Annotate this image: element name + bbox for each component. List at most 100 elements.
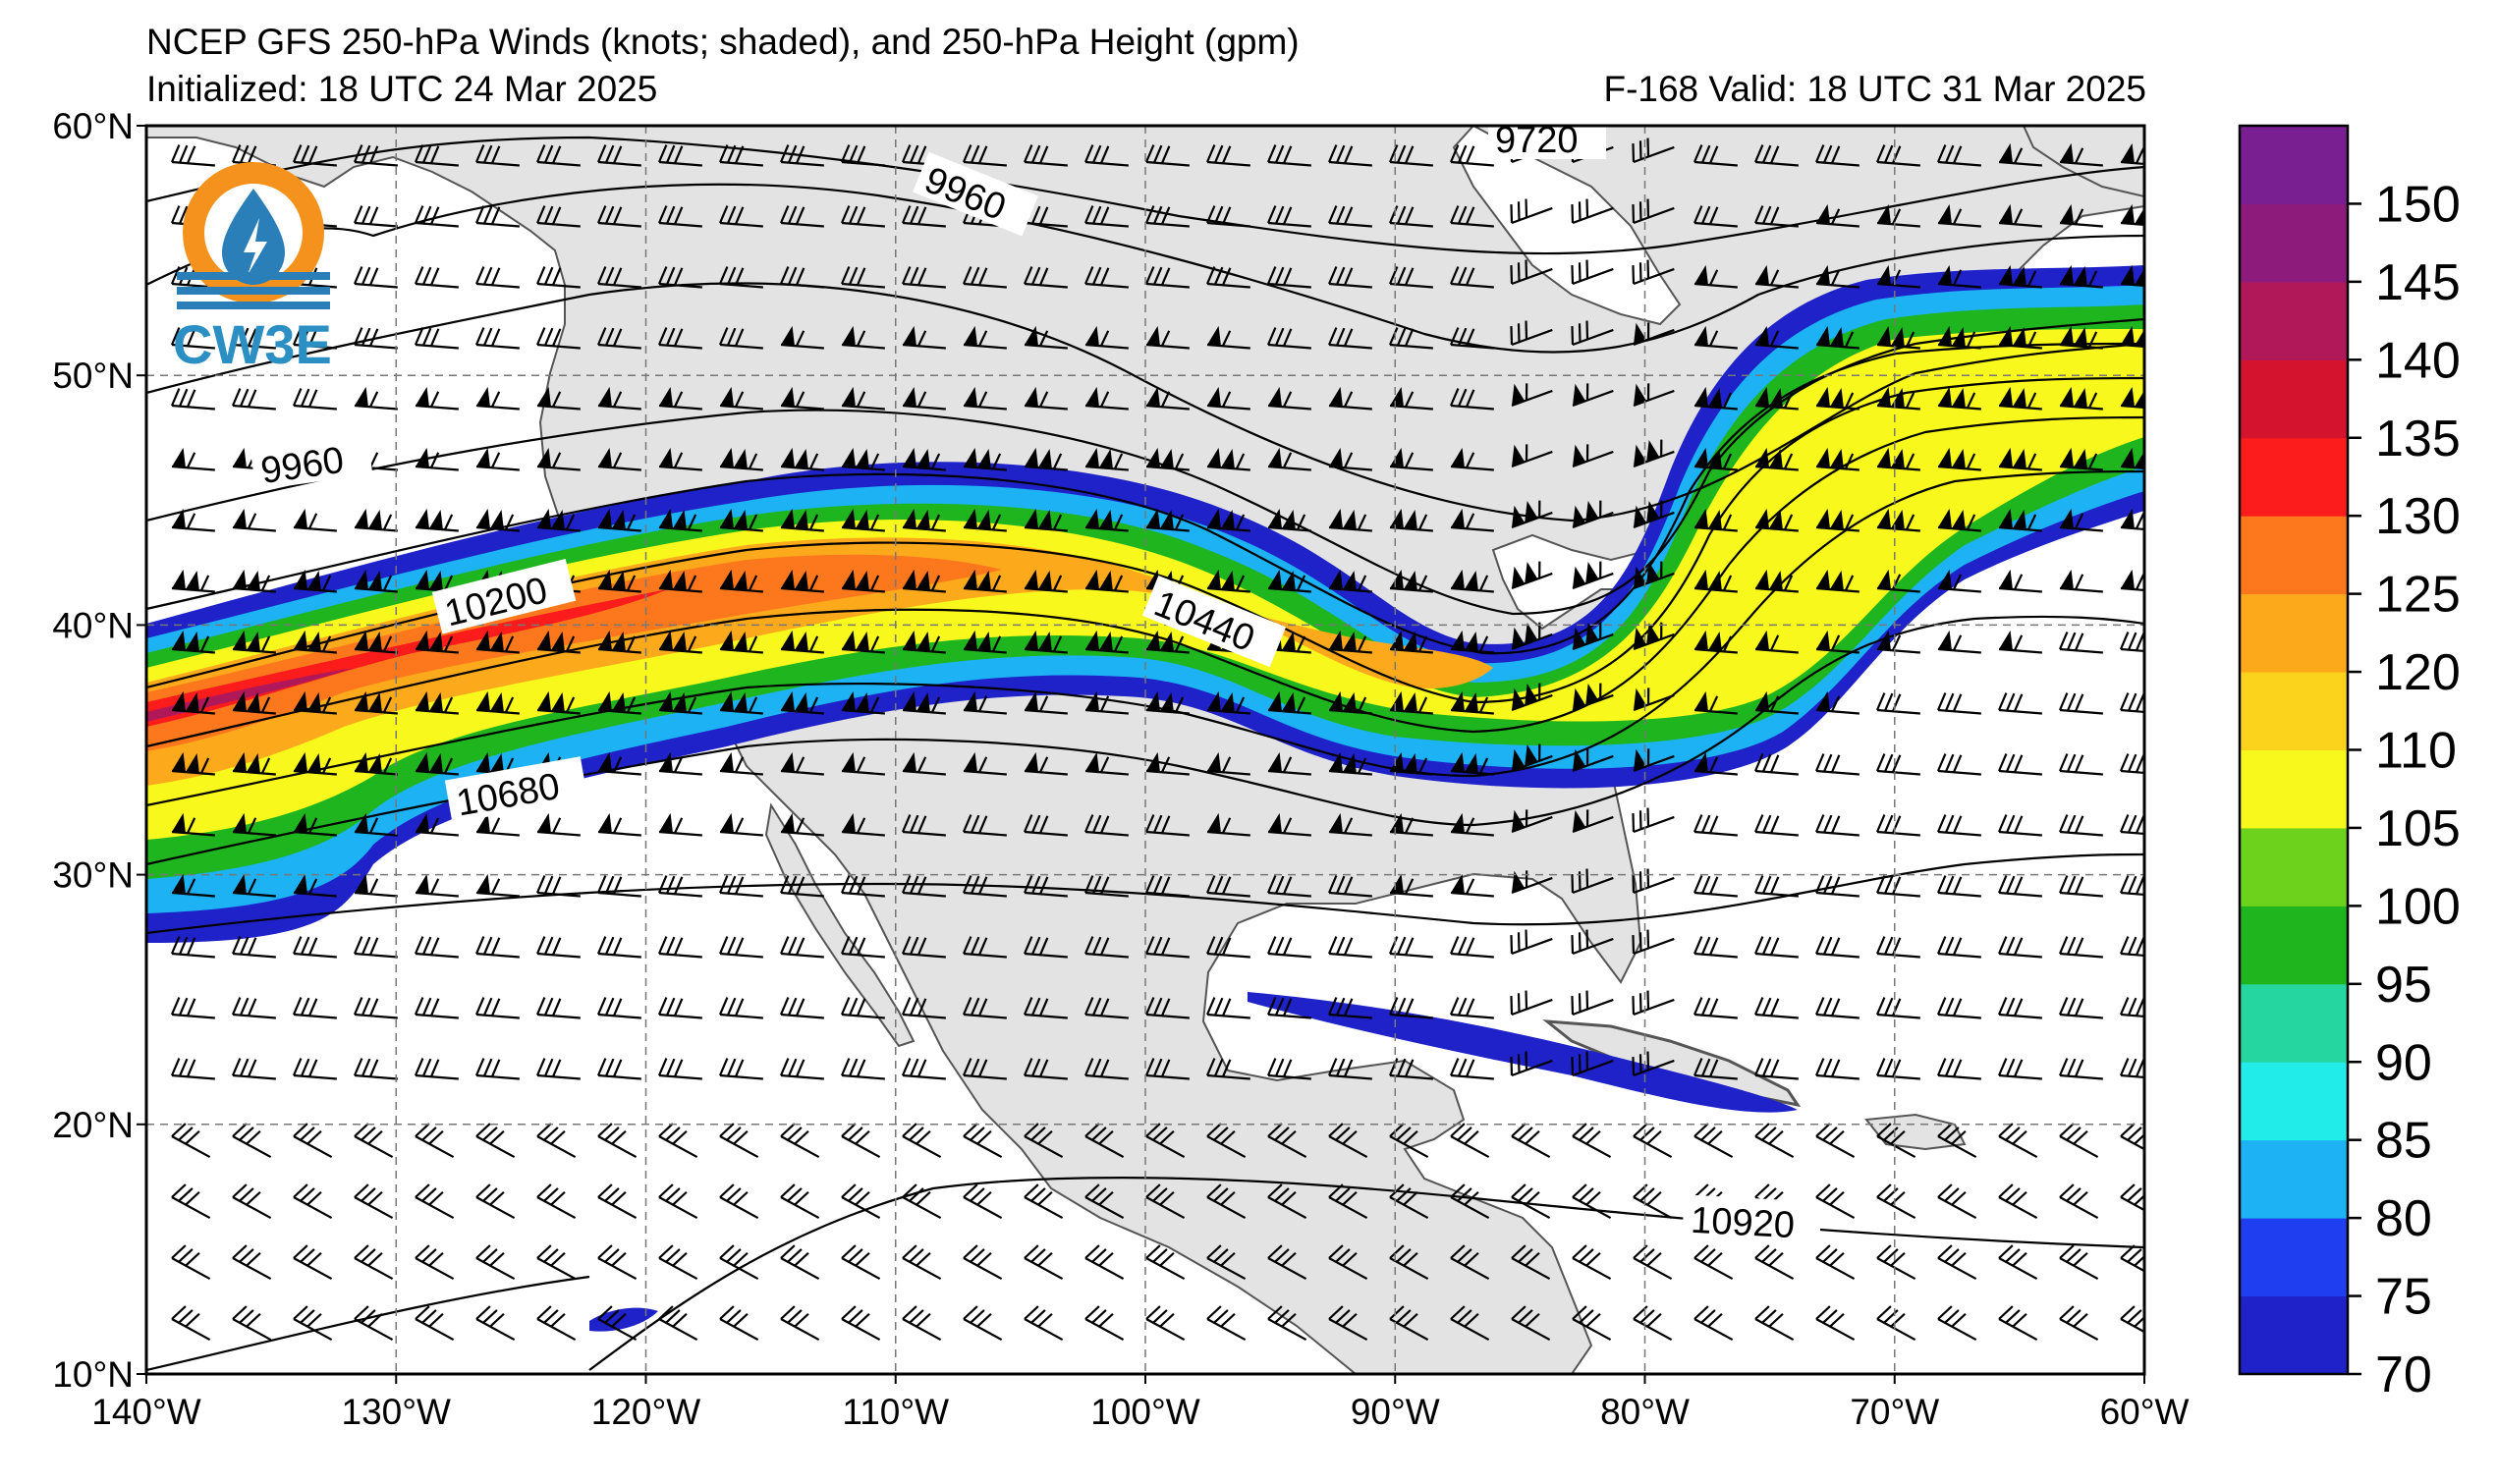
wind-barb [474,144,520,167]
wind-barb [1327,875,1372,898]
wind-barb [597,386,641,411]
wind-barb [354,1123,394,1159]
wind-barb [902,569,946,593]
wind-barb [657,936,702,959]
wind-barb [597,751,641,776]
wind-barb [902,447,946,471]
wind-barb [902,325,946,350]
wind-barb [1937,1123,1977,1159]
wind-barb [1024,1244,1064,1281]
wind-barb [2059,1305,2099,1342]
wind-barb [2119,753,2144,776]
wind-barb [1023,1058,1068,1080]
wind-barb [902,1183,942,1220]
colorbar-bin [2240,1295,2348,1375]
wind-barb [1754,1123,1795,1159]
wind-barb [1084,630,1129,654]
wind-barb [596,327,641,350]
wind-barb [1145,690,1190,715]
wind-barb [1266,266,1311,289]
wind-barb [1389,1244,1429,1281]
wind-barb [1937,1183,1977,1220]
wind-barb [1815,1305,1856,1342]
wind-barb [1814,144,1860,167]
longitude-label: 120°W [591,1392,701,1432]
wind-barb [414,1058,459,1080]
wind-barb [719,1123,759,1159]
wind-barb [1328,812,1372,837]
wind-barb [2120,508,2144,532]
wind-barb [415,630,459,654]
wind-barb [1693,875,1738,898]
wind-barb [1815,1183,1856,1220]
wind-barb [1815,690,1860,715]
wind-barb [1024,569,1068,593]
wind-barb [1875,936,1920,959]
wind-barb [962,814,1007,837]
longitude-label: 110°W [842,1392,949,1432]
wind-barb [1632,259,1675,286]
wind-barb [901,1058,946,1080]
wind-barb [414,144,459,167]
wind-barb [231,1058,276,1080]
wind-barb [1267,690,1311,715]
longitude-label: 70°W [1850,1392,1939,1432]
wind-barb [780,325,824,350]
wind-barb [719,1183,759,1220]
wind-barb [1753,205,1799,228]
latitude-label: 10°N [52,1354,134,1395]
wind-barb [1936,997,1981,1019]
wind-barb [1936,144,1981,167]
wind-barb [1205,144,1250,167]
wind-barb [963,447,1007,471]
wind-barb [1876,630,1920,654]
colorbar-label: 125 [2375,567,2461,624]
wind-barb [1876,1244,1916,1281]
wind-barb [1815,1123,1856,1159]
wind-barb [1998,386,2042,411]
wind-barb [232,630,276,654]
wind-barb [1693,1244,1734,1281]
wind-barb [475,1305,516,1342]
wind-barb [1875,875,1920,898]
wind-barb [536,1244,577,1281]
initialized-time: Initialized: 18 UTC 24 Mar 2025 [146,69,658,109]
wind-barb [1449,936,1494,959]
wind-barb [658,630,702,654]
wind-barb [597,1244,638,1281]
wind-barb [1937,325,1981,350]
wind-barb [1024,386,1068,411]
wind-barb [902,508,946,532]
wind-barb [1267,386,1311,411]
wind-barb [1937,386,1981,411]
wind-barb [1998,630,2042,654]
wind-barb [1328,386,1372,411]
wind-barb [779,205,824,228]
wind-barb [1997,997,2042,1019]
wind-barb [1327,144,1372,167]
wind-barb [962,875,1007,898]
wind-barb [718,144,763,167]
wind-barb [535,205,581,228]
wind-barb [1084,325,1129,350]
wind-barb [1876,1183,1916,1220]
colorbar-bin [2240,516,2348,595]
latitude-labels: 60°N 50°N 40°N 30°N 20°N 10°N [52,106,146,1395]
wind-barb [475,508,520,532]
wind-barb [536,812,581,837]
wind-barb [840,144,885,167]
wind-barb [354,1183,394,1220]
wind-barb [1632,929,1675,956]
wind-barb [1023,814,1068,837]
wind-barb [535,936,581,959]
wind-barb [597,508,641,532]
wind-barb [1206,325,1250,350]
wind-barb [1998,203,2042,228]
wind-barb [231,388,276,411]
wind-barb [780,1244,820,1281]
wind-barb [2058,753,2103,776]
wind-barb [1936,875,1981,898]
wind-barb [1571,929,1614,956]
wind-barb [1632,868,1675,895]
wind-barb [536,508,581,532]
